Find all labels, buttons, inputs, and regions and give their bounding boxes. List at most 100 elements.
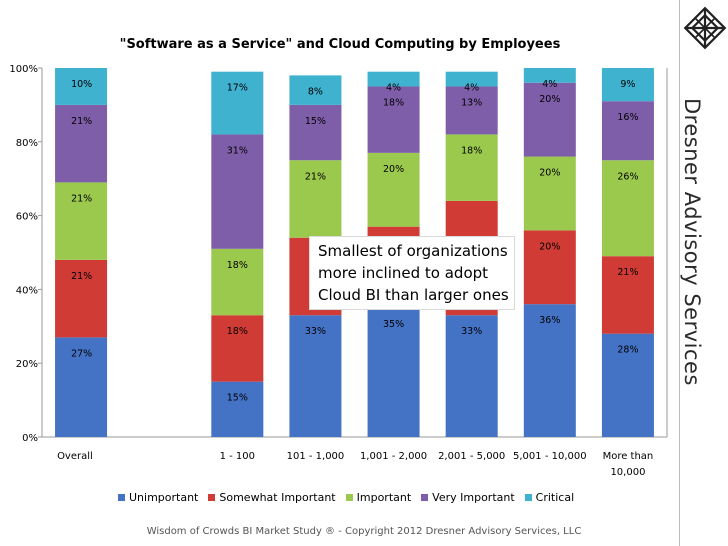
- bar-segment: [367, 86, 420, 153]
- bar-segment: [289, 104, 342, 161]
- data-label: 21%: [617, 267, 638, 278]
- annotation-line-3: Cloud BI than larger ones: [318, 286, 509, 304]
- bar-segment: [601, 101, 654, 161]
- bar-segment: [211, 248, 264, 316]
- legend-item: Important: [345, 491, 412, 504]
- data-label: 17%: [227, 83, 248, 94]
- x-tick-label: Overall: [57, 451, 93, 462]
- bar-segment: [445, 71, 498, 87]
- data-label: 16%: [617, 112, 638, 123]
- data-label: 18%: [383, 97, 404, 108]
- bar-segment: [445, 86, 498, 135]
- data-label: 4%: [386, 83, 401, 94]
- y-tick-label: 60%: [16, 212, 38, 223]
- data-label: 4%: [542, 79, 557, 90]
- bar-segment: [367, 152, 420, 227]
- data-label: 20%: [539, 168, 560, 179]
- legend-item: Critical: [524, 491, 575, 504]
- bar-segment: [523, 230, 576, 305]
- data-label: 21%: [71, 116, 92, 127]
- data-label: 21%: [71, 193, 92, 204]
- annotation-line-2: more inclined to adopt: [318, 264, 489, 282]
- bar-segment: [523, 304, 576, 437]
- data-label: 15%: [305, 116, 326, 127]
- legend-label: Very Important: [432, 491, 515, 504]
- data-label: 21%: [71, 271, 92, 282]
- data-label: 10%: [71, 79, 92, 90]
- legend-swatch: [208, 494, 216, 501]
- data-label: 20%: [539, 241, 560, 252]
- data-label: 8%: [308, 86, 323, 97]
- bar-segment: [445, 315, 498, 437]
- data-label: 18%: [227, 260, 248, 271]
- bar-segment: [523, 68, 576, 83]
- legend-label: Unimportant: [129, 491, 199, 504]
- bar-segment: [601, 160, 654, 257]
- legend-swatch: [345, 494, 353, 501]
- x-tick-label: 101 - 1,000: [287, 451, 345, 462]
- x-tick-label: More than: [603, 451, 654, 462]
- legend-label: Important: [356, 491, 412, 504]
- bar-segment: [55, 104, 108, 183]
- x-tick-label: 5,001 - 10,000: [513, 451, 587, 462]
- bar-segment: [367, 307, 420, 437]
- bar-segment: [55, 259, 108, 338]
- legend-swatch: [118, 494, 125, 501]
- data-label: 15%: [227, 393, 248, 404]
- data-label: 9%: [620, 79, 635, 90]
- bar-segment: [289, 75, 342, 105]
- x-tick-label: 1,001 - 2,000: [360, 451, 427, 462]
- bar-segment: [211, 71, 264, 135]
- legend-label: Somewhat Important: [219, 491, 336, 504]
- legend-label: Critical: [535, 491, 575, 504]
- y-tick-label: 80%: [16, 138, 38, 149]
- bar-segment: [55, 182, 108, 260]
- chart-title: "Software as a Service" and Cloud Comput…: [120, 37, 561, 52]
- data-label: 36%: [539, 315, 560, 326]
- y-tick-label: 0%: [22, 433, 38, 444]
- data-label: 28%: [617, 345, 638, 356]
- legend-item: Very Important: [421, 491, 515, 504]
- y-tick-label: 100%: [9, 64, 38, 75]
- legend-item: Unimportant: [118, 491, 198, 504]
- bar-segment: [289, 160, 342, 238]
- x-tick-label: 1 - 100: [220, 451, 255, 462]
- bar-segment: [211, 381, 264, 437]
- bar-segment: [55, 68, 108, 105]
- bar-segment: [523, 156, 576, 231]
- data-label: 33%: [461, 326, 482, 337]
- brand-sidebar: [679, 0, 728, 546]
- data-label: 18%: [227, 326, 248, 337]
- bar-segment: [601, 256, 654, 334]
- data-label: 18%: [461, 145, 482, 156]
- y-tick-label: 40%: [16, 285, 38, 296]
- x-tick-label: 2,001 - 5,000: [438, 451, 505, 462]
- data-label: 20%: [539, 94, 560, 105]
- data-label: 26%: [617, 171, 638, 182]
- bar-segment: [289, 315, 342, 437]
- bar-segment: [55, 337, 108, 437]
- legend-swatch: [421, 494, 429, 501]
- legend-item: Somewhat Important: [208, 491, 336, 504]
- y-tick-label: 20%: [16, 359, 38, 370]
- bar-segment: [601, 333, 654, 437]
- legend-swatch: [524, 494, 532, 501]
- data-label: 31%: [227, 145, 248, 156]
- annotation-line-1: Smallest of organizations: [318, 242, 508, 260]
- brand-name: Dresner Advisory Services: [680, 98, 704, 386]
- data-label: 20%: [383, 164, 404, 175]
- bar-segment: [523, 82, 576, 157]
- data-label: 21%: [305, 171, 326, 182]
- annotation-callout: Smallest of organizations more inclined …: [309, 236, 515, 310]
- bar-segment: [367, 71, 420, 87]
- data-label: 35%: [383, 319, 404, 330]
- bar-segment: [211, 315, 264, 382]
- x-tick-label: 10,000: [610, 467, 645, 478]
- data-label: 33%: [305, 326, 326, 337]
- data-label: 27%: [71, 348, 92, 359]
- bar-segment: [445, 134, 498, 201]
- knot-logo-icon: [683, 6, 727, 50]
- data-label: 13%: [461, 97, 482, 108]
- data-label: 4%: [464, 83, 479, 94]
- copyright-footer: Wisdom of Crowds BI Market Study ® - Cop…: [146, 526, 582, 537]
